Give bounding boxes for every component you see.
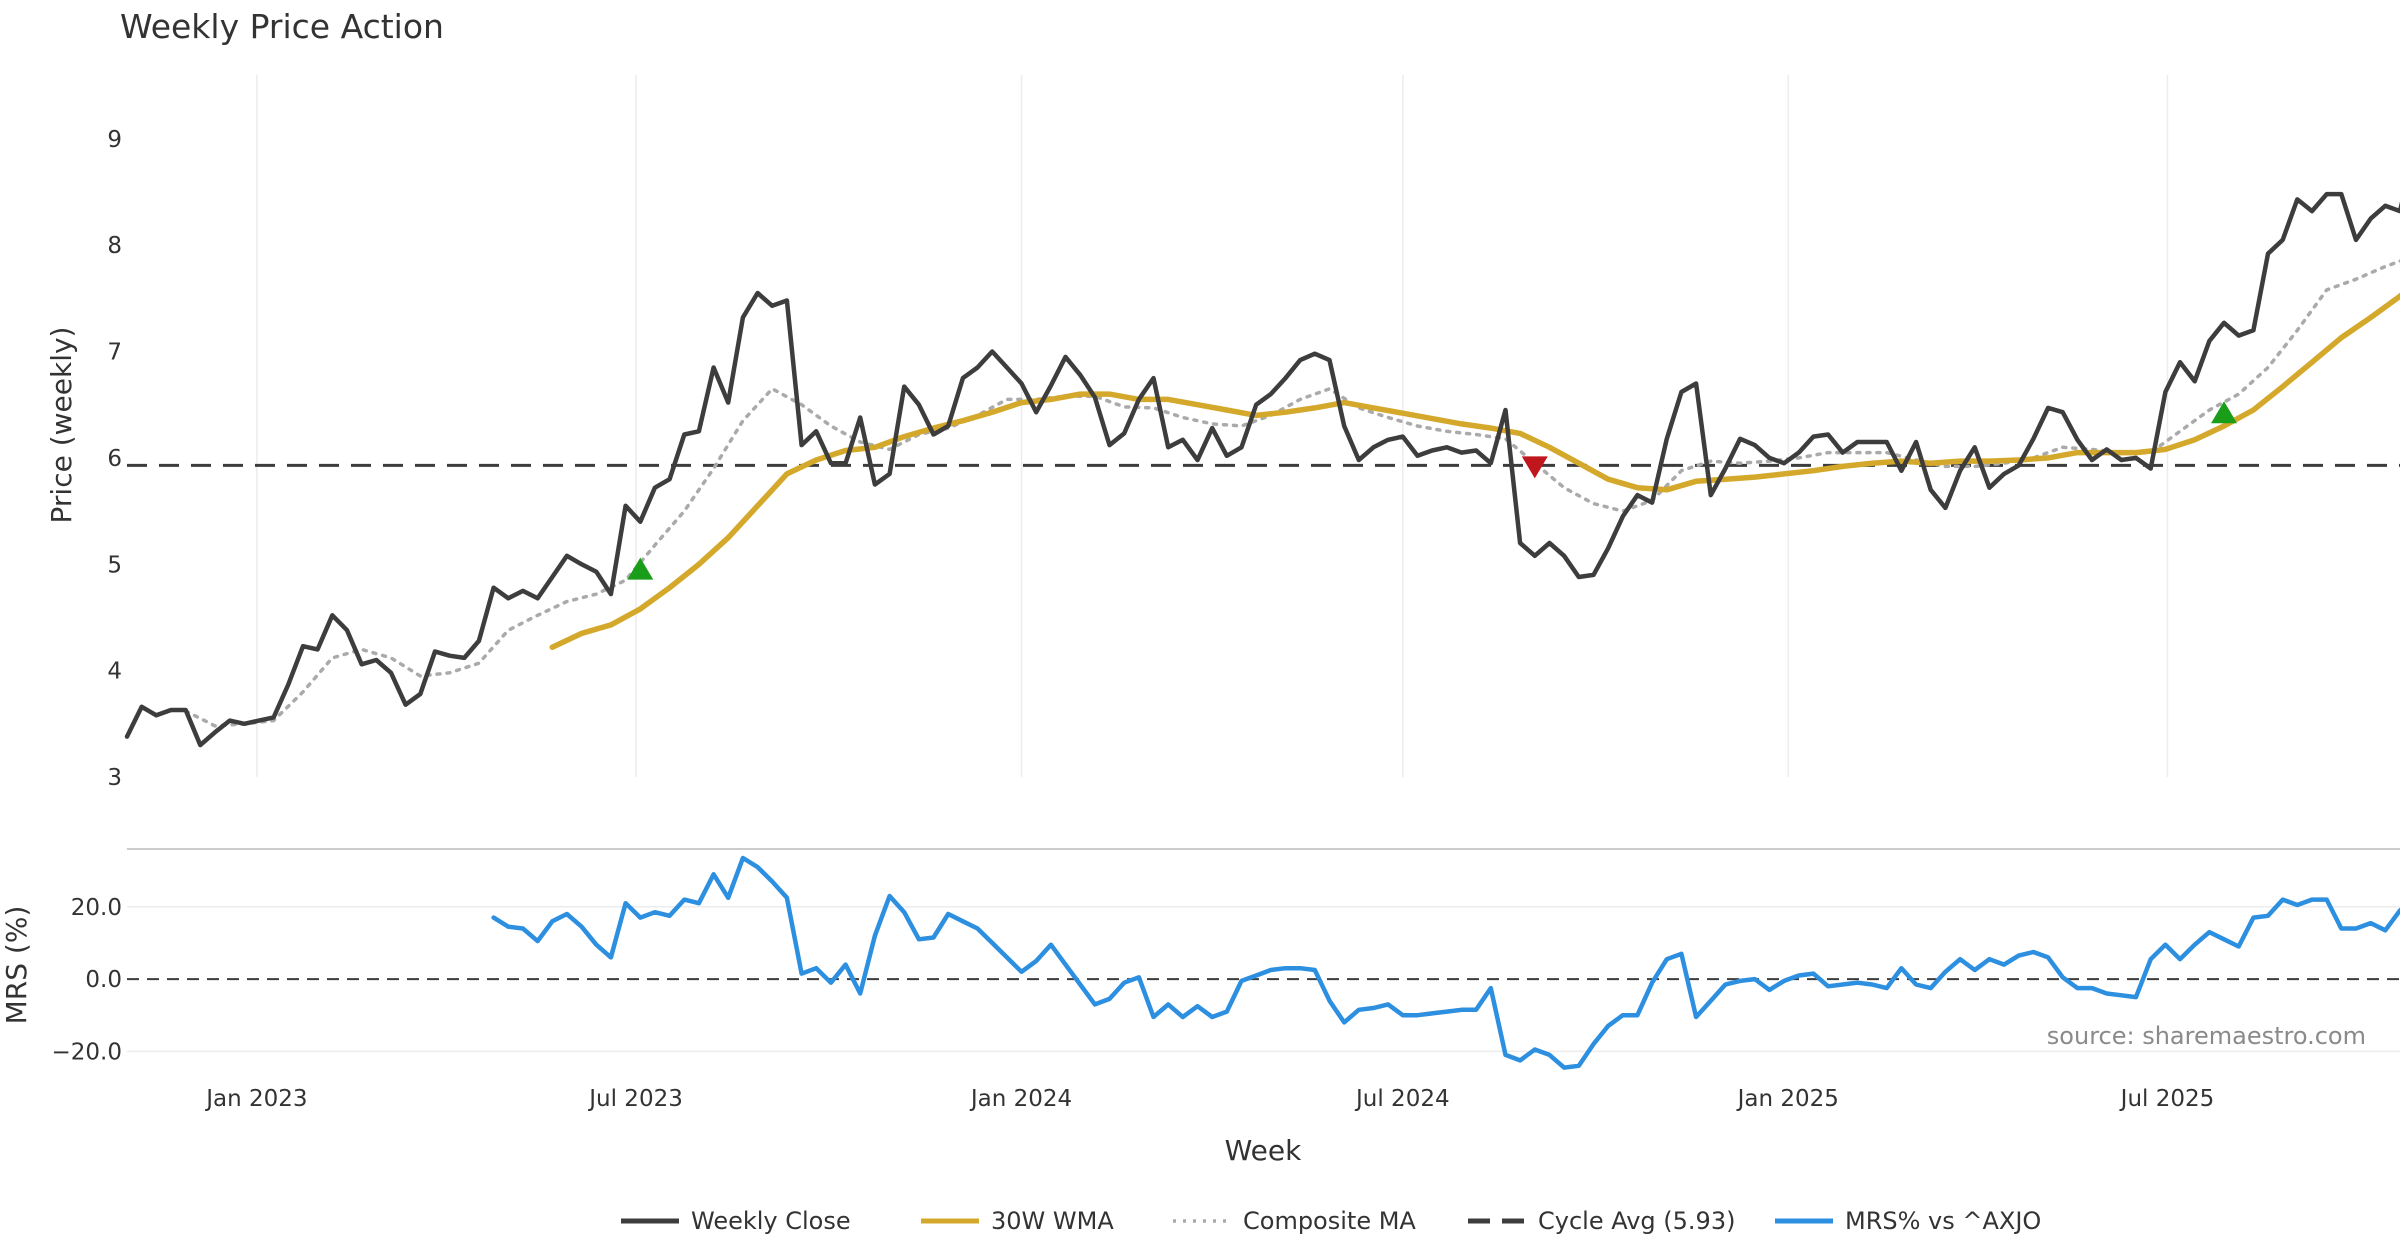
price-y-tick-0: 3 bbox=[107, 765, 122, 791]
mrs-y-axis: −20.0 0.0 20.0 bbox=[52, 895, 122, 1066]
legend-item-composite-ma: Composite MA bbox=[1173, 1207, 1416, 1235]
legend-label-composite-ma: Composite MA bbox=[1243, 1207, 1416, 1235]
price-y-axis: 3 4 5 6 7 8 9 bbox=[107, 127, 122, 791]
series-weekly-close bbox=[124, 191, 2400, 748]
mrs-grid bbox=[127, 906, 2400, 1053]
price-y-tick-2: 5 bbox=[107, 552, 122, 578]
mrs-y-tick-2: 20.0 bbox=[71, 895, 122, 921]
legend-label-weekly-close: Weekly Close bbox=[691, 1207, 851, 1235]
buy-signal-marker-0 bbox=[627, 557, 654, 580]
legend-item-30w-wma: 30W WMA bbox=[921, 1207, 1114, 1235]
series-composite-ma bbox=[183, 259, 2400, 728]
x-axis-label: Week bbox=[1225, 1134, 1302, 1167]
price-y-tick-3: 6 bbox=[107, 446, 122, 472]
mrs-y-axis-label: MRS (%) bbox=[0, 906, 33, 1025]
x-tick-2: Jan 2024 bbox=[969, 1086, 1072, 1112]
price-y-tick-4: 7 bbox=[107, 340, 122, 366]
source-note: source: sharemaestro.com bbox=[2047, 1022, 2366, 1050]
sell-signal-marker-1 bbox=[1521, 456, 1548, 479]
buy-signal-marker-2 bbox=[2211, 401, 2238, 424]
series-mrs-vs-axjo bbox=[491, 855, 2400, 1070]
legend-label-30w-wma: 30W WMA bbox=[991, 1207, 1114, 1235]
price-y-tick-6: 9 bbox=[107, 127, 122, 153]
price-y-tick-1: 4 bbox=[107, 659, 122, 685]
price-y-tick-5: 8 bbox=[107, 233, 122, 259]
chart-title: Weekly Price Action bbox=[120, 7, 444, 46]
signal-markers bbox=[627, 401, 2238, 580]
price-grid bbox=[256, 75, 2169, 777]
mrs-y-tick-0: −20.0 bbox=[52, 1039, 122, 1065]
x-tick-4: Jan 2025 bbox=[1736, 1086, 1839, 1112]
price-y-axis-label: Price (weekly) bbox=[45, 327, 78, 524]
x-tick-3: Jul 2024 bbox=[1354, 1086, 1450, 1112]
mrs-series-group bbox=[491, 855, 2400, 1070]
x-tick-0: Jan 2023 bbox=[204, 1086, 307, 1112]
x-tick-5: Jul 2025 bbox=[2119, 1086, 2215, 1112]
legend-label-cycle-avg-5-93: Cycle Avg (5.93) bbox=[1538, 1207, 1735, 1235]
price-series-group bbox=[124, 191, 2400, 748]
legend-item-cycle-avg-5-93: Cycle Avg (5.93) bbox=[1468, 1207, 1735, 1235]
mrs-y-tick-1: 0.0 bbox=[85, 967, 122, 993]
legend-item-weekly-close: Weekly Close bbox=[621, 1207, 851, 1235]
x-axis: Jan 2023 Jul 2023 Jan 2024 Jul 2024 Jan 2025… bbox=[204, 1086, 2214, 1112]
legend: Weekly Close 30W WMA Composite MA Cycle Avg… bbox=[621, 1207, 2041, 1235]
x-tick-1: Jul 2023 bbox=[587, 1086, 683, 1112]
legend-label-mrs-vs-axjo: MRS% vs ^AXJO bbox=[1845, 1207, 2041, 1235]
legend-item-mrs-vs-axjo: MRS% vs ^AXJO bbox=[1775, 1207, 2041, 1235]
